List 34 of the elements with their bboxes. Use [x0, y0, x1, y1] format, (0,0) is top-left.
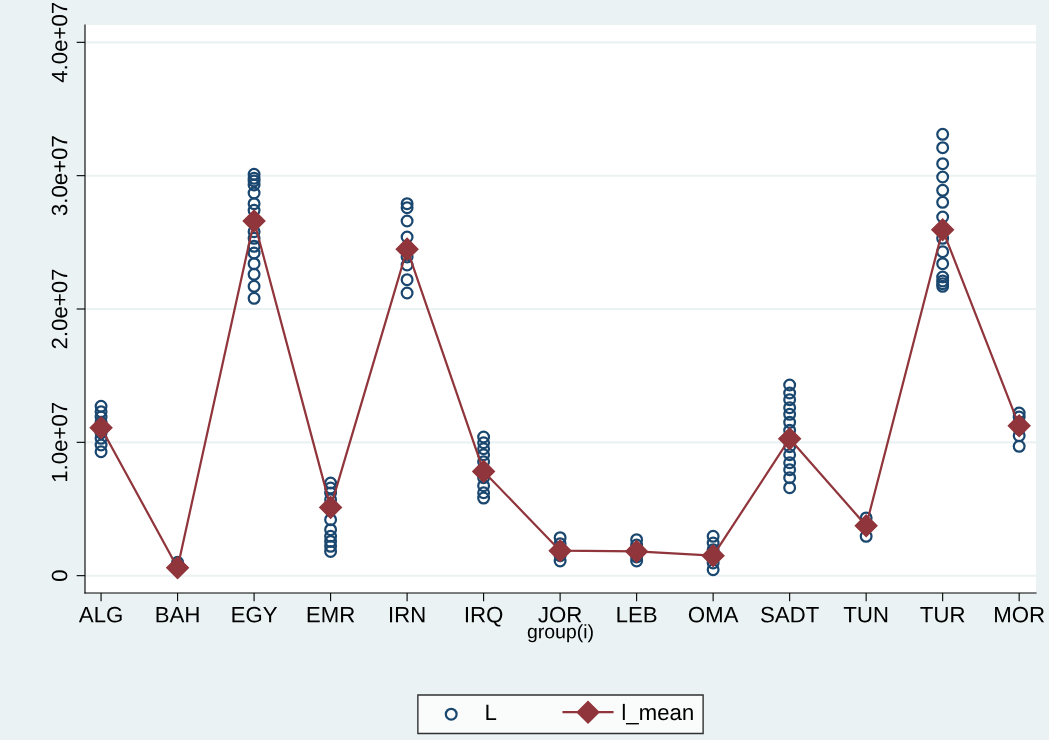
- y-tick-label: 1.0e+07: [51, 402, 68, 482]
- point: [472, 459, 496, 483]
- x-tick-label: MOR: [995, 606, 1045, 623]
- y-tick-label: 0: [51, 570, 68, 581]
- point: [242, 209, 266, 233]
- x-tick-label: EGY: [232, 606, 278, 623]
- x-tick-label: TUN: [843, 607, 888, 623]
- point: [854, 514, 878, 538]
- x-axis-title: group(i): [527, 624, 593, 643]
- y-tick-label: 3.0e+07: [51, 136, 68, 216]
- x-tick-label: ALG: [78, 606, 122, 623]
- x-tick-label: IRN: [390, 607, 425, 623]
- x-tick-label: JOR: [538, 606, 582, 623]
- point: [166, 556, 190, 580]
- x-tick-label: LEB: [617, 607, 657, 623]
- point: [625, 539, 649, 563]
- point: [1007, 414, 1031, 438]
- point: [319, 495, 343, 519]
- point: [778, 427, 802, 451]
- y-tick-label: 2.0e+07: [51, 269, 68, 349]
- x-tick-label: BAH: [156, 607, 199, 623]
- x-tick-label: TUR: [920, 607, 965, 623]
- x-tick-label: EMR: [307, 607, 355, 623]
- x-tick-label: IRQ: [465, 606, 503, 627]
- x-tick-label: OMA: [688, 606, 739, 623]
- point: [548, 539, 572, 563]
- point: [931, 218, 955, 242]
- y-tick-label: 4.0e+07: [51, 2, 68, 83]
- legend-label: l_mean: [622, 703, 693, 725]
- legend-label: L: [486, 704, 497, 720]
- point: [395, 237, 419, 261]
- x-tick-label: SADT: [761, 606, 819, 623]
- point: [89, 416, 113, 440]
- point: [701, 544, 725, 568]
